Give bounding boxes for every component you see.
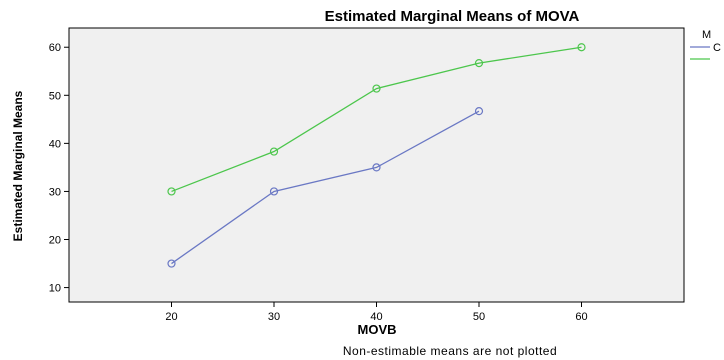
series-1-point [372,84,381,93]
series-line-1 [171,46,582,193]
y-axis: 10 20 30 40 50 60 [49,42,69,295]
y-tick-label: 50 [49,90,61,102]
y-axis-label: Estimated Marginal Means [11,90,25,241]
y-tick-label: 10 [49,283,61,295]
footnote: Non-estimable means are not plotted [343,344,557,358]
x-tick-label: 20 [165,311,177,323]
series-line-0 [171,110,480,265]
legend: M C [690,29,721,60]
series-1-point [577,43,586,52]
series-0-point [167,259,176,268]
x-axis-label: MOVB [358,322,397,337]
x-tick-label: 60 [575,311,587,323]
y-tick-label: 20 [49,235,61,247]
chart-title: Estimated Marginal Means of MOVA [325,8,580,25]
series-0-point [372,163,381,172]
series-1-point [269,147,279,156]
x-tick-label: 30 [268,311,280,323]
series-0-point [269,187,279,196]
y-tick-label: 40 [49,138,61,150]
x-tick-label: 40 [370,311,382,323]
legend-title: M [702,29,711,41]
plot-area [68,27,685,303]
x-axis: 20 30 40 50 60 [165,302,588,323]
y-tick-label: 30 [49,186,61,198]
series-0-point [474,107,484,116]
series-group [167,43,586,268]
legend-label: C [713,42,721,54]
series-1-point [474,58,484,68]
series-1-point [167,187,176,196]
x-tick-label: 50 [473,311,485,323]
y-tick-label: 60 [49,42,61,54]
